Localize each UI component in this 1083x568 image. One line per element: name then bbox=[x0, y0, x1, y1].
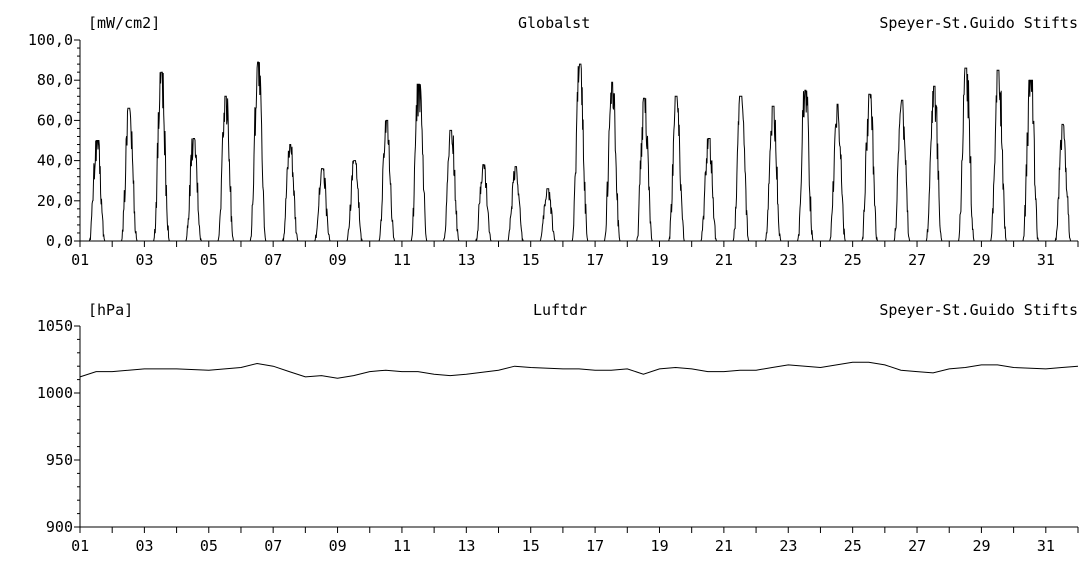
bottom-y-tick-label: 1000 bbox=[37, 384, 73, 402]
top-y-tick-label: 100,0 bbox=[28, 31, 73, 49]
bottom-x-tick-label: 13 bbox=[457, 537, 475, 555]
bottom-x-tick-label: 15 bbox=[522, 537, 540, 555]
bottom-station-label: Speyer-St.Guido Stifts bbox=[879, 301, 1078, 319]
bottom-x-tick-label: 09 bbox=[329, 537, 347, 555]
bottom-x-tick-label: 03 bbox=[135, 537, 153, 555]
top-y-tick-label: 20,0 bbox=[37, 192, 73, 210]
bottom-x-tick-label: 31 bbox=[1037, 537, 1055, 555]
top-x-tick-label: 13 bbox=[457, 251, 475, 269]
global-radiation-line bbox=[80, 61, 1078, 242]
bottom-x-tick-label: 17 bbox=[586, 537, 604, 555]
top-x-tick-label: 27 bbox=[908, 251, 926, 269]
bottom-unit-label: [hPa] bbox=[88, 301, 133, 319]
top-x-tick-label: 03 bbox=[135, 251, 153, 269]
bottom-x-tick-label: 25 bbox=[844, 537, 862, 555]
top-y-tick-label: 60,0 bbox=[37, 111, 73, 129]
top-x-tick-label: 17 bbox=[586, 251, 604, 269]
top-station-label: Speyer-St.Guido Stifts bbox=[879, 14, 1078, 32]
top-x-tick-label: 29 bbox=[972, 251, 990, 269]
bottom-x-tick-label: 27 bbox=[908, 537, 926, 555]
top-x-tick-label: 09 bbox=[329, 251, 347, 269]
top-y-tick-label: 80,0 bbox=[37, 71, 73, 89]
top-x-tick-label: 07 bbox=[264, 251, 282, 269]
top-x-tick-label: 31 bbox=[1037, 251, 1055, 269]
top-x-tick-label: 15 bbox=[522, 251, 540, 269]
top-y-tick-label: 40,0 bbox=[37, 152, 73, 170]
top-x-tick-label: 19 bbox=[651, 251, 669, 269]
bottom-x-tick-label: 23 bbox=[779, 537, 797, 555]
bottom-x-tick-label: 29 bbox=[972, 537, 990, 555]
air-pressure-line bbox=[79, 361, 1079, 379]
top-x-tick-label: 01 bbox=[71, 251, 89, 269]
bottom-y-tick-label: 950 bbox=[46, 451, 73, 469]
bottom-x-tick-label: 01 bbox=[71, 537, 89, 555]
bottom-x-tick-label: 21 bbox=[715, 537, 733, 555]
top-parameter-label: Globalst bbox=[518, 14, 590, 32]
top-x-tick-label: 25 bbox=[844, 251, 862, 269]
top-y-tick-label: 0,0 bbox=[46, 232, 73, 250]
bottom-x-tick-label: 07 bbox=[264, 537, 282, 555]
top-x-axis-ticks: 01 03 05 07 09 11 13 15 17 19 21 23 25 27 29 31 bbox=[71, 241, 1079, 269]
bottom-x-tick-label: 11 bbox=[393, 537, 411, 555]
panel-air-pressure: [hPa] Luftdr Speyer-St.Guido Stifts 9009… bbox=[37, 301, 1079, 555]
top-x-tick-label: 05 bbox=[200, 251, 218, 269]
top-y-axis-ticks: 0,0 20,0 40,0 60,0 80,0 100,0 bbox=[28, 31, 80, 250]
bottom-x-tick-label: 19 bbox=[651, 537, 669, 555]
bottom-x-tick-label: 05 bbox=[200, 537, 218, 555]
bottom-y-tick-label: 900 bbox=[46, 518, 73, 536]
bottom-y-tick-label: 1050 bbox=[37, 317, 73, 335]
bottom-x-axis-ticks: 01 03 05 07 09 11 13 15 17 19 21 23 25 27 29 31 bbox=[71, 527, 1079, 555]
top-x-tick-label: 11 bbox=[393, 251, 411, 269]
top-unit-label: [mW/cm2] bbox=[88, 14, 160, 32]
bottom-parameter-label: Luftdr bbox=[533, 301, 587, 319]
top-x-tick-label: 21 bbox=[715, 251, 733, 269]
top-x-tick-label: 23 bbox=[779, 251, 797, 269]
panel-global-radiation: [mW/cm2] Globalst Speyer-St.Guido Stifts… bbox=[28, 14, 1079, 269]
bottom-y-axis-ticks: 900 950 1000 1050 bbox=[37, 317, 80, 536]
